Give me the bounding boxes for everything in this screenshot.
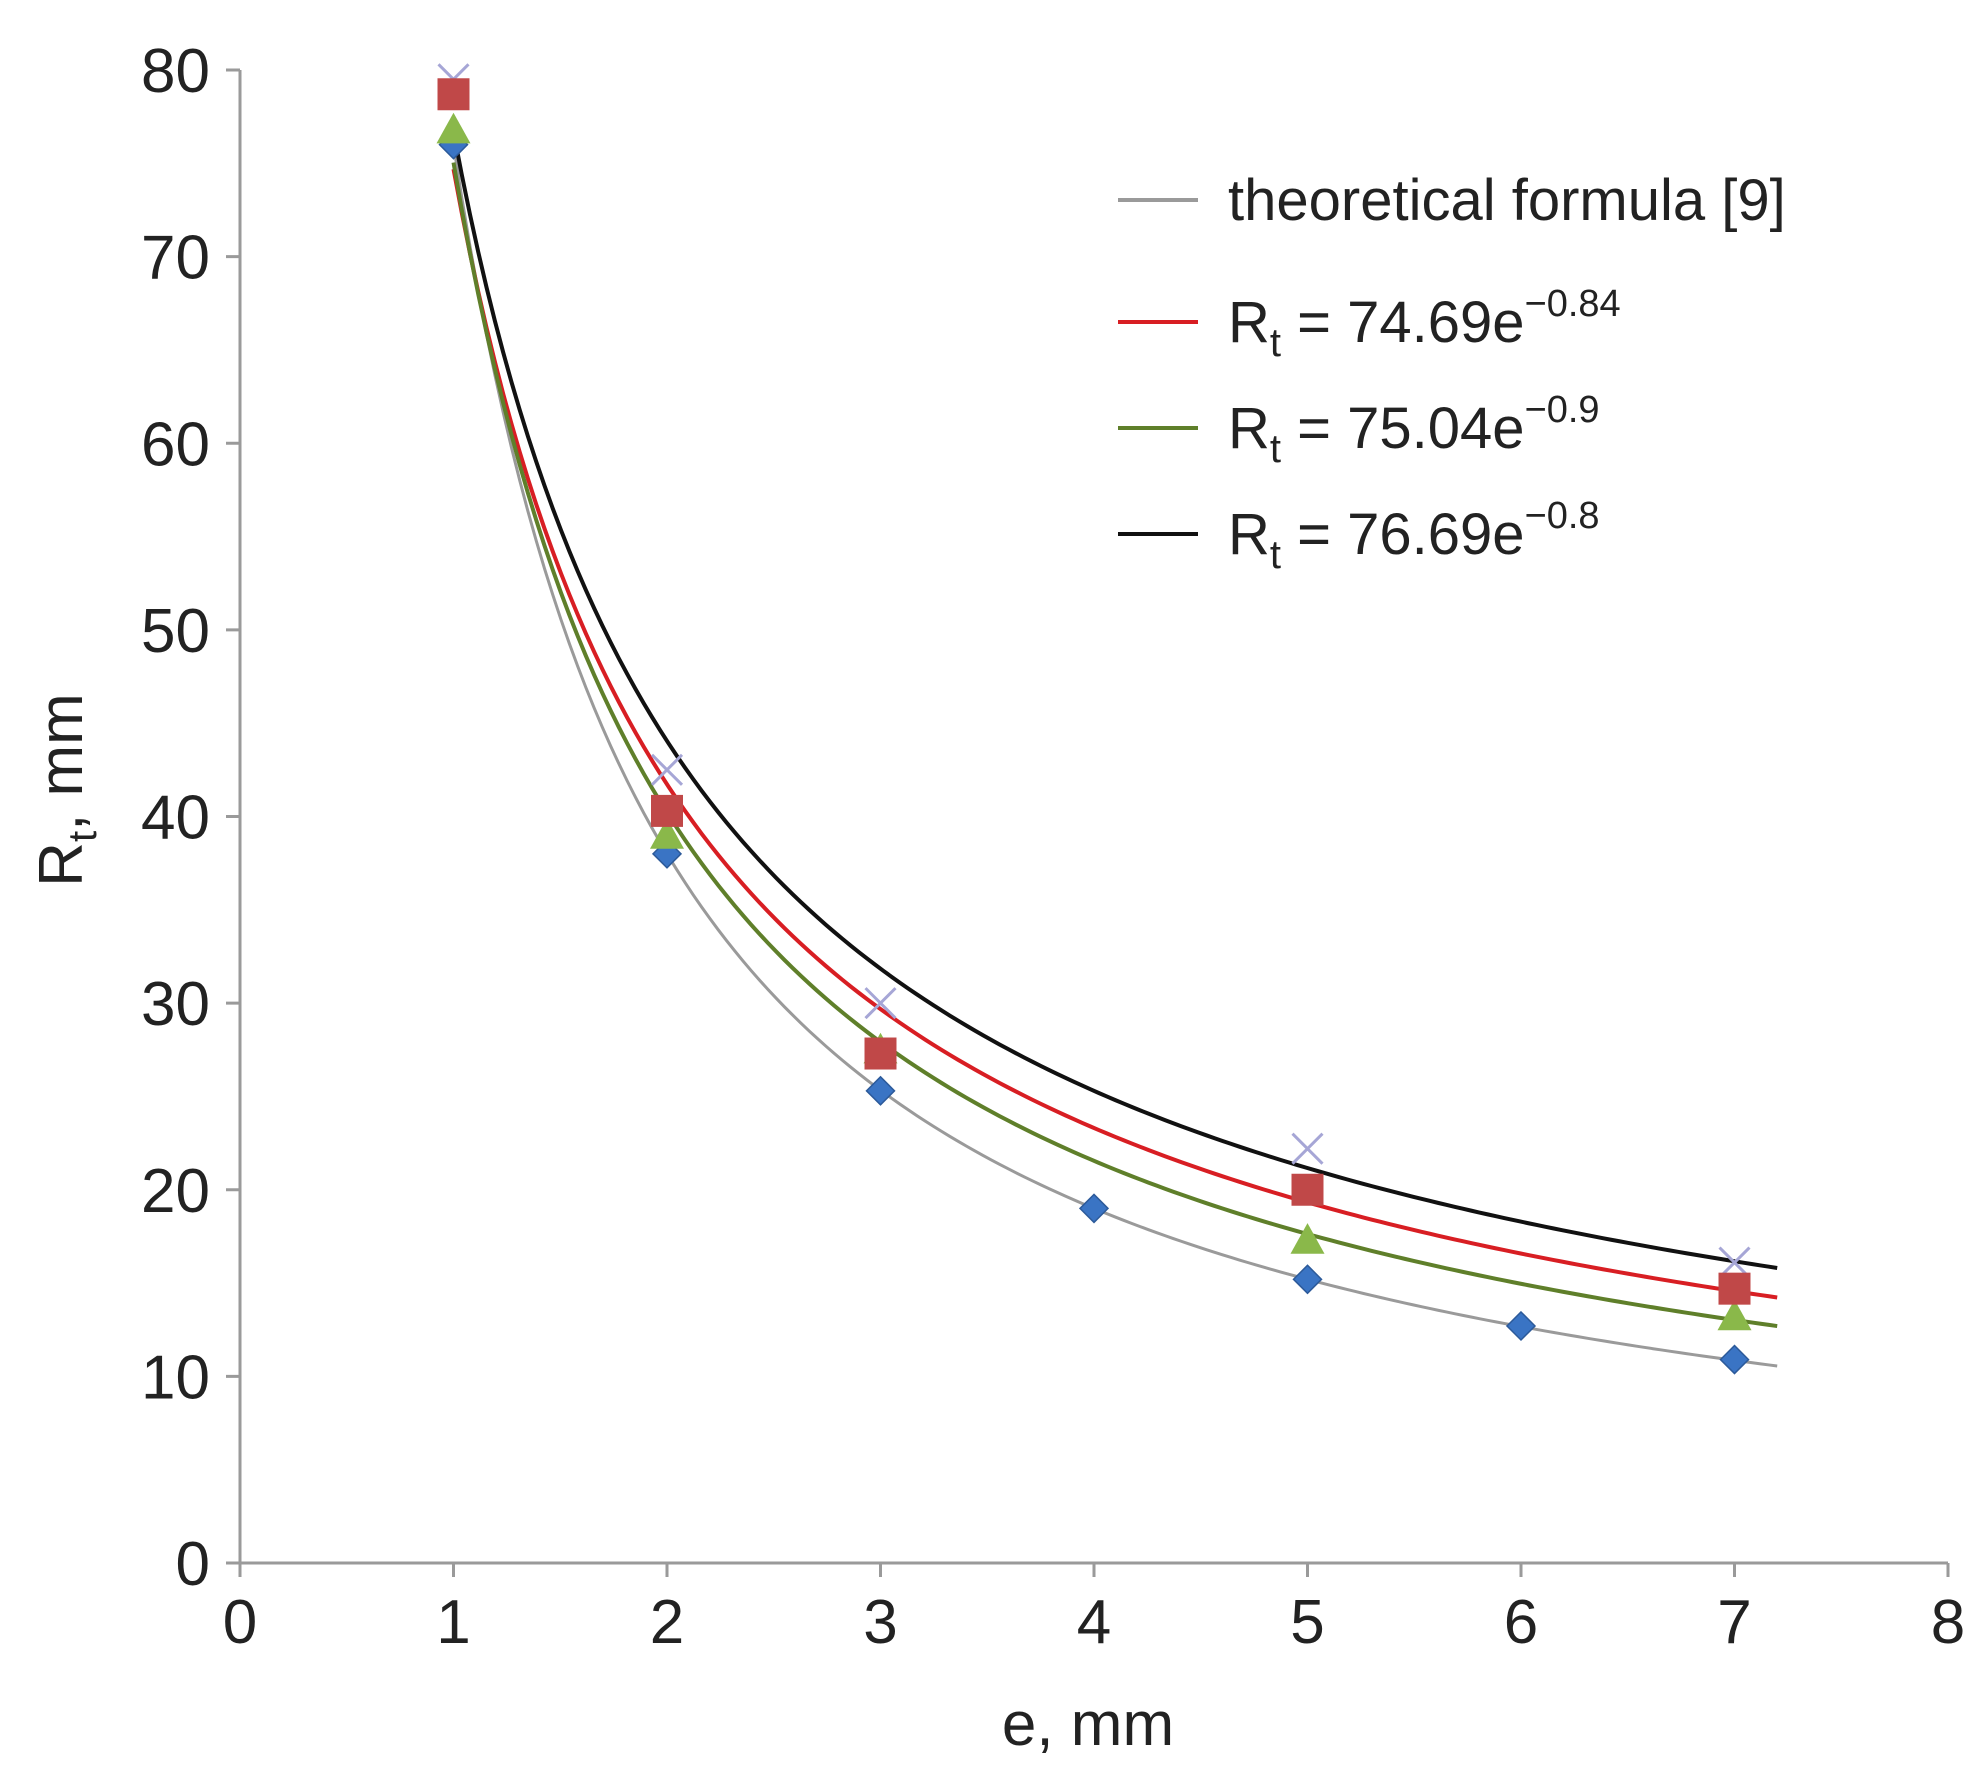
legend-label-1: theoretical formula [9] xyxy=(1228,168,1786,233)
legend-text-sup: −0.9 xyxy=(1525,389,1600,431)
fit-line-2 xyxy=(451,168,1778,1300)
marker-diamond xyxy=(1292,1264,1323,1295)
fit-line-4 xyxy=(451,131,1778,1270)
legend-text-main: R xyxy=(1228,396,1270,461)
x-axis-label-text: e, mm xyxy=(1002,1690,1174,1759)
x-tick-label: 6 xyxy=(1504,1588,1538,1657)
marker-square xyxy=(864,1037,897,1070)
y-tick-label: 30 xyxy=(141,970,210,1039)
y-axis-label-rest: , mm xyxy=(27,693,96,831)
y-ticks: 0 10 20 30 40 50 60 70 80 xyxy=(141,37,240,1599)
legend-text-sub: t xyxy=(1270,321,1281,365)
marker-cross xyxy=(650,753,684,786)
y-tick-label: 20 xyxy=(141,1157,210,1226)
y-axis-label-main: R xyxy=(27,842,96,887)
x-tick-label: 7 xyxy=(1717,1588,1751,1657)
legend-text-rest: = 75.04e xyxy=(1281,396,1525,461)
marker-square xyxy=(1291,1173,1324,1206)
legend-text-rest: = 74.69e xyxy=(1281,290,1525,355)
x-tick-label: 4 xyxy=(1077,1588,1111,1657)
x-tick-label: 5 xyxy=(1290,1588,1324,1657)
marker-square xyxy=(1718,1272,1751,1305)
legend-text-sub: t xyxy=(1270,533,1281,577)
x-tick-label: 2 xyxy=(650,1588,684,1657)
x-tick-label: 0 xyxy=(223,1588,257,1657)
x-ticks: 0 1 2 3 4 5 6 7 8 xyxy=(223,1563,1965,1657)
y-tick-label: 40 xyxy=(141,784,210,853)
y-axis-label-sub: t xyxy=(61,831,105,842)
marker-cross xyxy=(1718,1246,1751,1279)
marker-square xyxy=(651,794,683,827)
marker-triangle xyxy=(436,112,471,144)
marker-diamond xyxy=(1719,1344,1750,1375)
marker-diamond xyxy=(1078,1193,1110,1224)
legend-text-main: theoretical formula [9] xyxy=(1228,168,1786,233)
y-tick-label: 70 xyxy=(141,224,210,293)
marker-diamond xyxy=(865,1075,896,1106)
legend-label-4: Rt = 76.69e−0.8 xyxy=(1228,495,1600,577)
marker-diamond xyxy=(1505,1310,1537,1342)
marker-triangle xyxy=(1290,1223,1325,1254)
y-tick-label: 50 xyxy=(141,597,210,666)
marker-cross xyxy=(864,987,897,1020)
marker-square xyxy=(437,78,470,111)
y-tick-label: 0 xyxy=(176,1530,210,1599)
y-tick-label: 80 xyxy=(141,37,210,106)
marker-triangle xyxy=(1717,1299,1752,1331)
x-tick-label: 8 xyxy=(1931,1588,1965,1657)
legend: theoretical formula [9]Rt = 74.69e−0.84R… xyxy=(1118,168,1786,577)
y-axis-label: Rt, mm xyxy=(27,693,105,887)
marker-cross xyxy=(1291,1132,1324,1165)
marker-triangle xyxy=(650,818,684,849)
plot-area: 0 1 2 3 4 5 6 7 8 0 10 20 30 40 50 60 70 80 xyxy=(141,37,1965,1657)
markers xyxy=(436,63,1752,1375)
legend-text-sub: t xyxy=(1270,427,1281,471)
legend-text-sup: −0.84 xyxy=(1525,283,1621,325)
x-tick-label: 3 xyxy=(863,1588,897,1657)
legend-text-sup: −0.8 xyxy=(1525,495,1600,537)
legend-text-main: R xyxy=(1228,502,1270,567)
x-axis-label: e, mm xyxy=(1002,1690,1174,1759)
legend-text-main: R xyxy=(1228,290,1270,355)
legend-label-3: Rt = 75.04e−0.9 xyxy=(1228,389,1600,471)
y-tick-label: 10 xyxy=(141,1343,210,1412)
legend-label-2: Rt = 74.69e−0.84 xyxy=(1228,283,1621,365)
x-tick-label: 1 xyxy=(436,1588,470,1657)
legend-text-rest: = 76.69e xyxy=(1281,502,1525,567)
fit-line-1 xyxy=(452,144,1778,1368)
fit-line-3 xyxy=(451,162,1778,1329)
y-tick-label: 60 xyxy=(141,410,210,479)
